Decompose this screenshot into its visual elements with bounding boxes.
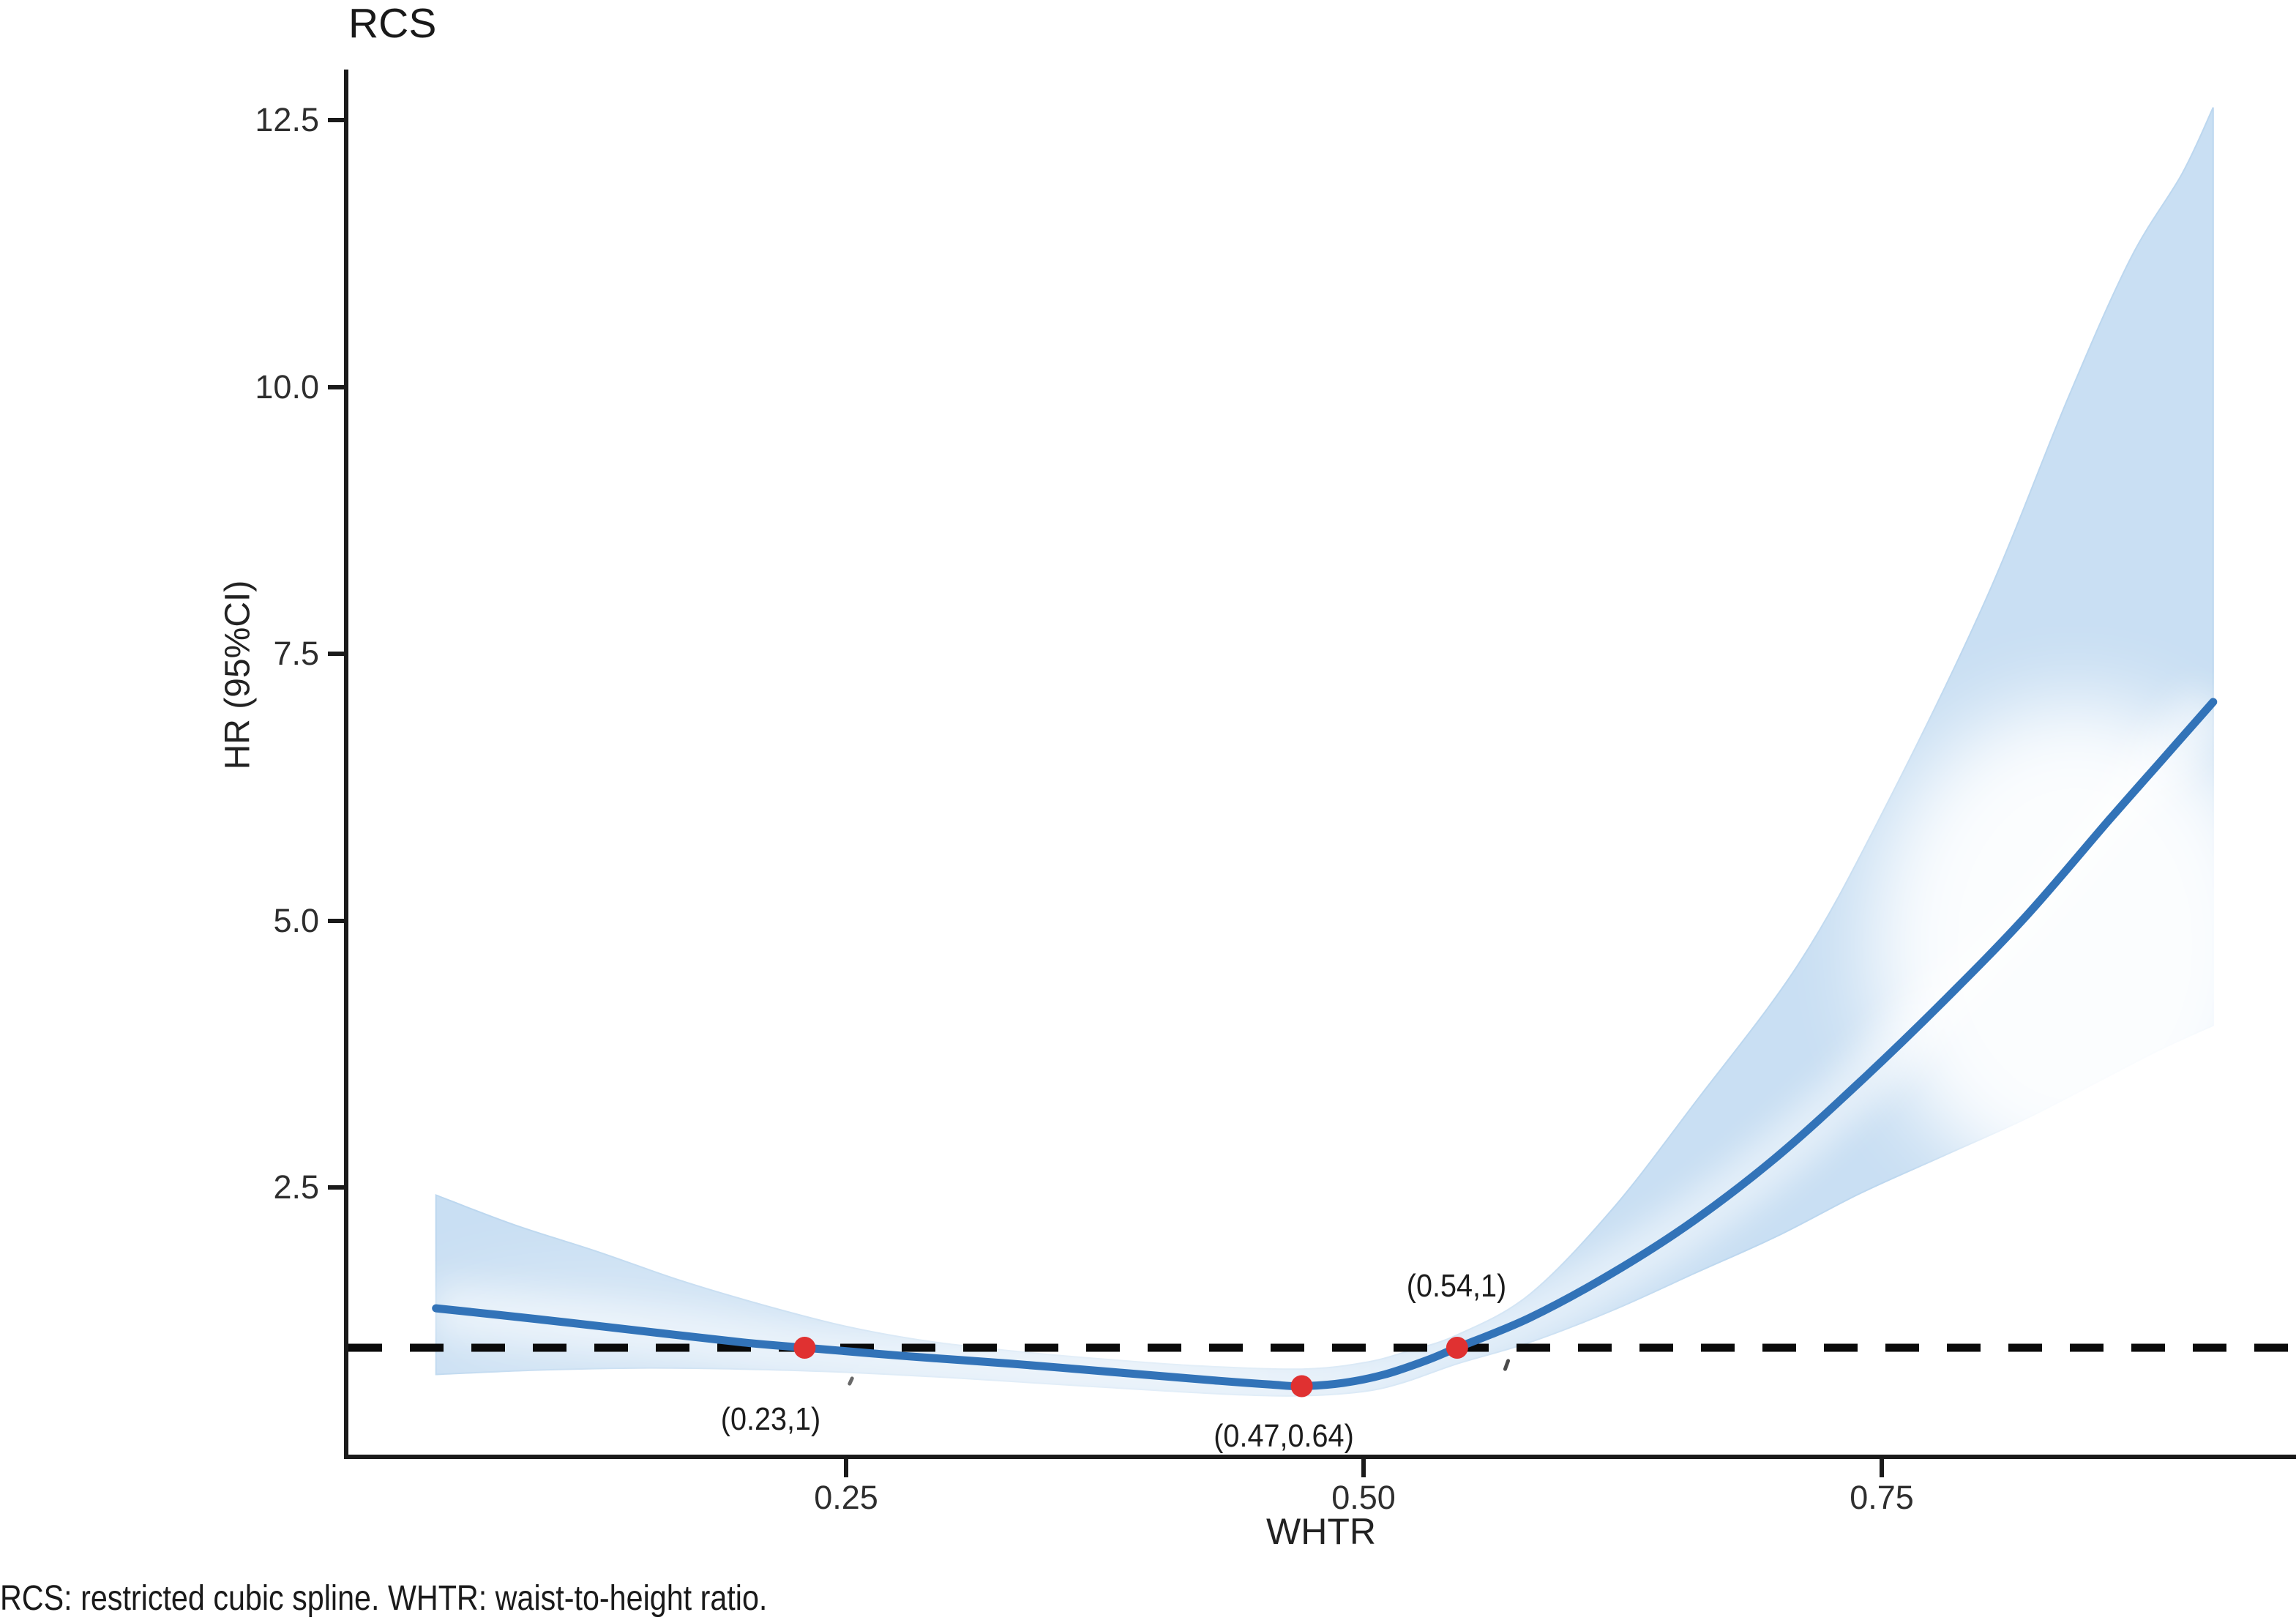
y-tick-mark [328, 652, 346, 656]
x-tick-mark [1361, 1459, 1366, 1477]
knot-point [1290, 1375, 1313, 1398]
chart-title: RCS [348, 0, 437, 47]
y-tick-label: 7.5 [273, 635, 319, 672]
y-tick-mark [328, 1185, 346, 1190]
band-inner-highlights [410, 699, 2280, 1413]
y-tick-label: 2.5 [273, 1168, 319, 1206]
x-tick-label: 0.50 [1331, 1479, 1396, 1516]
x-tick-mark [1880, 1459, 1884, 1477]
point-annotation: (0.54,1) [1406, 1268, 1507, 1304]
figure-footnote: RCS: restricted cubic spline. WHTR: wais… [0, 1579, 768, 1618]
x-axis-title: WHTR [1266, 1511, 1376, 1552]
y-tick-label: 5.0 [273, 902, 319, 939]
x-tick-label: 0.25 [814, 1479, 878, 1516]
point-annotation: (0.47,0.64) [1214, 1418, 1354, 1454]
knot-point [793, 1337, 816, 1359]
x-axis-line [344, 1455, 2296, 1459]
x-tick-label: 0.75 [1850, 1479, 1914, 1516]
point-annotation: (0.23,1) [720, 1401, 821, 1437]
y-tick-mark [328, 385, 346, 389]
y-tick-label: 10.0 [255, 368, 319, 406]
knot-points [793, 1337, 1468, 1398]
y-tick-mark [328, 118, 346, 122]
y-axis-line [344, 70, 348, 1458]
confidence-band [435, 107, 2214, 1397]
y-axis-title: HR (95%CI) [218, 580, 258, 770]
knot-point [1446, 1337, 1468, 1359]
y-tick-label: 12.5 [255, 101, 319, 138]
y-tick-mark [328, 919, 346, 923]
x-tick-mark [844, 1459, 848, 1477]
